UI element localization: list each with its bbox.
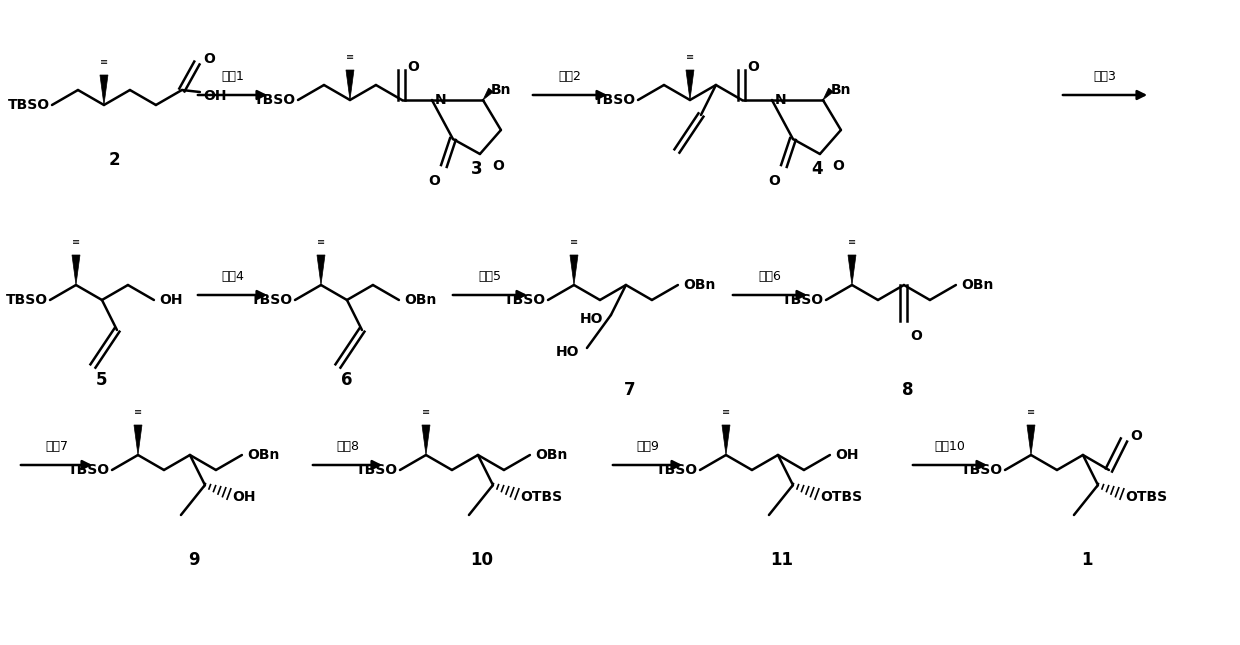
Text: TBSO: TBSO <box>250 293 293 307</box>
Text: 2: 2 <box>108 151 120 169</box>
Polygon shape <box>72 255 79 285</box>
Text: 4: 4 <box>811 160 822 178</box>
Text: OBn: OBn <box>961 278 993 292</box>
Polygon shape <box>823 88 833 100</box>
Polygon shape <box>686 70 694 100</box>
Text: 9: 9 <box>188 551 200 569</box>
Text: OH: OH <box>835 448 858 462</box>
Text: 步骤4: 步骤4 <box>221 270 244 283</box>
Text: 10: 10 <box>470 551 494 569</box>
Text: TBSO: TBSO <box>782 293 825 307</box>
Text: ≡: ≡ <box>722 407 730 417</box>
Text: OH: OH <box>203 89 227 103</box>
Text: 8: 8 <box>903 381 914 399</box>
Text: OTBS: OTBS <box>1125 490 1167 504</box>
Text: HO: HO <box>579 312 603 326</box>
Text: TBSO: TBSO <box>961 463 1003 477</box>
Polygon shape <box>346 70 353 100</box>
Text: N: N <box>775 93 786 107</box>
Text: 步骤1: 步骤1 <box>221 70 244 83</box>
Text: 步骤3: 步骤3 <box>1094 70 1116 83</box>
Text: OTBS: OTBS <box>520 490 562 504</box>
Text: 3: 3 <box>471 160 482 178</box>
Text: ≡: ≡ <box>570 237 578 247</box>
Text: N: N <box>435 93 446 107</box>
Text: 5: 5 <box>97 371 108 389</box>
Text: O: O <box>832 159 843 173</box>
Text: 11: 11 <box>770 551 794 569</box>
Text: 步骤8: 步骤8 <box>336 440 360 453</box>
Text: ≡: ≡ <box>346 52 355 62</box>
Text: ≡: ≡ <box>686 52 694 62</box>
Text: TBSO: TBSO <box>356 463 398 477</box>
Text: O: O <box>1130 429 1142 443</box>
Text: TBSO: TBSO <box>7 98 50 112</box>
Text: OBn: OBn <box>683 278 715 292</box>
Text: 1: 1 <box>1081 551 1092 569</box>
Polygon shape <box>100 75 108 105</box>
Text: TBSO: TBSO <box>656 463 698 477</box>
Text: 步骤9: 步骤9 <box>636 440 658 453</box>
Text: ≡: ≡ <box>317 237 325 247</box>
Text: ≡: ≡ <box>848 237 856 247</box>
Text: O: O <box>407 60 419 74</box>
Text: 步骤5: 步骤5 <box>479 270 501 283</box>
Text: O: O <box>910 329 921 343</box>
Text: 步骤2: 步骤2 <box>558 70 582 83</box>
Text: OTBS: OTBS <box>820 490 862 504</box>
Text: TBSO: TBSO <box>503 293 546 307</box>
Text: 6: 6 <box>341 371 352 389</box>
Polygon shape <box>722 425 730 455</box>
Polygon shape <box>848 255 856 285</box>
Text: OBn: OBn <box>404 293 436 307</box>
Text: O: O <box>746 60 759 74</box>
Text: TBSO: TBSO <box>594 93 636 107</box>
Text: O: O <box>428 174 440 188</box>
Polygon shape <box>134 425 141 455</box>
Text: OH: OH <box>232 490 255 504</box>
Text: HO: HO <box>556 345 579 359</box>
Text: TBSO: TBSO <box>254 93 296 107</box>
Text: OH: OH <box>159 293 182 307</box>
Text: ≡: ≡ <box>72 237 81 247</box>
Text: 步骤6: 步骤6 <box>759 270 781 283</box>
Text: Bn: Bn <box>491 83 511 97</box>
Text: ≡: ≡ <box>134 407 143 417</box>
Polygon shape <box>570 255 578 285</box>
Text: ≡: ≡ <box>422 407 430 417</box>
Text: ≡: ≡ <box>1027 407 1035 417</box>
Text: O: O <box>492 159 503 173</box>
Polygon shape <box>482 88 494 100</box>
Text: Bn: Bn <box>831 83 852 97</box>
Polygon shape <box>1027 425 1035 455</box>
Text: OBn: OBn <box>247 448 279 462</box>
Text: TBSO: TBSO <box>68 463 110 477</box>
Text: ≡: ≡ <box>100 57 108 67</box>
Text: 7: 7 <box>624 381 636 399</box>
Polygon shape <box>317 255 325 285</box>
Text: 步骤10: 步骤10 <box>935 440 966 453</box>
Text: O: O <box>768 174 780 188</box>
Polygon shape <box>422 425 430 455</box>
Text: O: O <box>203 52 215 66</box>
Text: TBSO: TBSO <box>6 293 48 307</box>
Text: 步骤7: 步骤7 <box>45 440 68 453</box>
Text: OBn: OBn <box>534 448 567 462</box>
